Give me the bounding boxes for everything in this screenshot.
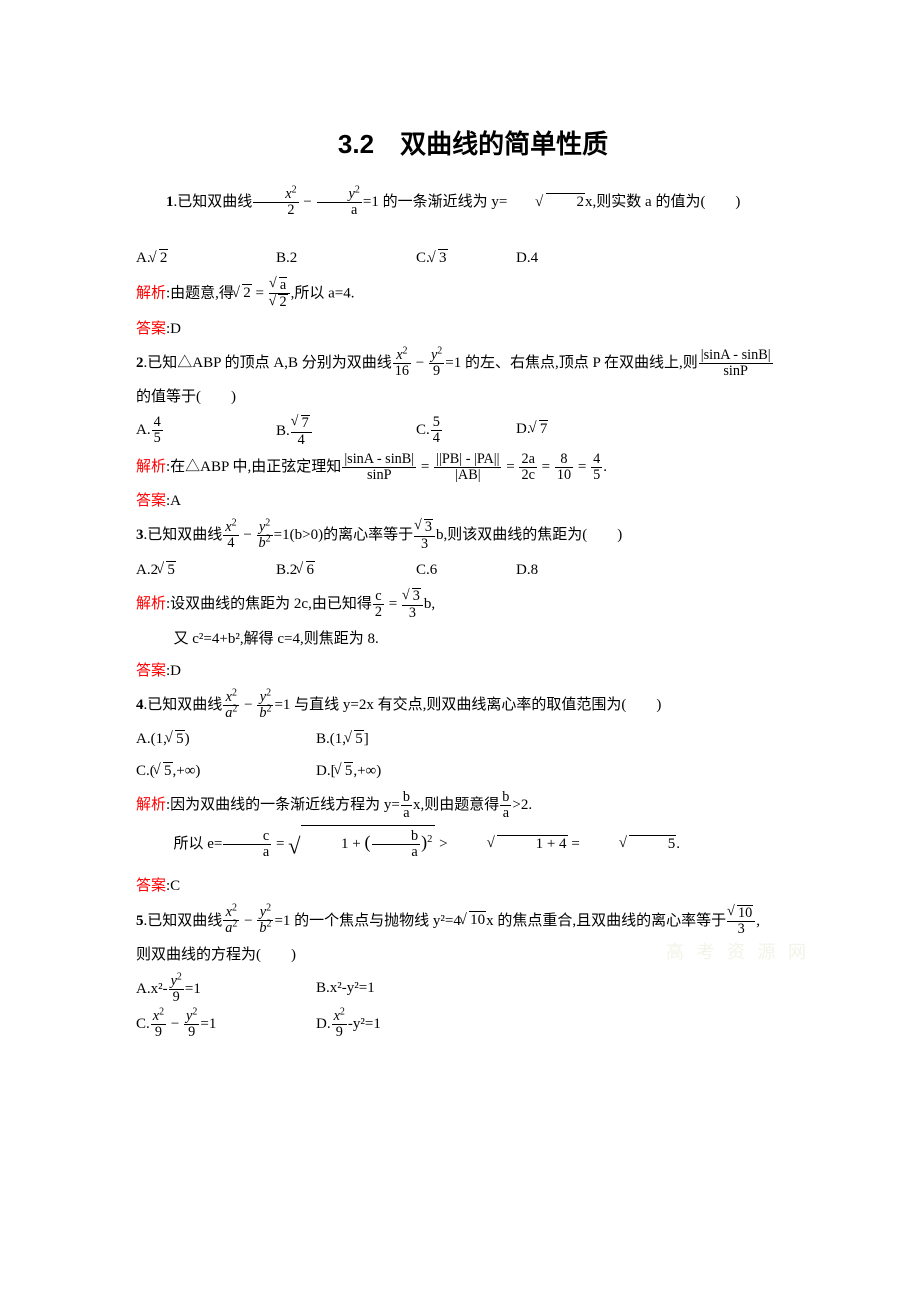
- q4-optB: B.(1,5]: [316, 725, 496, 754]
- q1-optD: D.4: [516, 244, 656, 273]
- q2-options: A.45 B.74 C.54 D.7: [136, 415, 810, 448]
- q5-optD: D.x29-y²=1: [316, 1009, 496, 1040]
- q3-stem: 3.已知双曲线x24 − y2b2=1(b>0)的离心率等于33b,则该双曲线的…: [136, 519, 810, 552]
- q1-optC: C.3: [416, 244, 516, 273]
- q5-optA: A.x²-y29=1: [136, 974, 316, 1005]
- q2-stem: 2.已知△ABP 的顶点 A,B 分别为双曲线x216 − y29=1 的左、右…: [136, 348, 810, 379]
- answer-label: 答案: [136, 321, 166, 337]
- q2-optA: A.45: [136, 415, 276, 448]
- q1-analysis: 解析:由题意,得2 = a2,所以 a=4.: [136, 277, 810, 311]
- q1-answer: 答案:D: [136, 315, 810, 344]
- q2-answer: 答案:A: [136, 487, 810, 516]
- q4-optC: C.(5,+∞): [136, 757, 316, 786]
- q3-analysis: 解析:设双曲线的焦距为 2c,由已知得c2 = 33b,: [136, 588, 810, 621]
- q3-optA: A.25: [136, 556, 276, 585]
- q2-optD: D.7: [516, 415, 656, 448]
- q4-optD: D.[5,+∞): [316, 757, 496, 786]
- q5-stem-2: 则双曲线的方程为( ): [136, 941, 810, 970]
- q2-stem-2: 的值等于( ): [136, 383, 810, 412]
- q2-optC: C.54: [416, 415, 516, 448]
- q5-options-row2: C.x29 − y29=1 D.x29-y²=1: [136, 1009, 810, 1040]
- q4-options-row1: A.(1,5) B.(1,5]: [136, 725, 810, 754]
- q3-answer: 答案:D: [136, 657, 810, 686]
- q5-stem: 5.已知双曲线x2a2 − y2b2=1 的一个焦点与抛物线 y²=410x 的…: [136, 905, 810, 938]
- q4-stem: 4.已知双曲线x2a2 − y2b2=1 与直线 y=2x 有交点,则双曲线离心…: [136, 690, 810, 721]
- q2-optB: B.74: [276, 415, 416, 448]
- q4-analysis-2: 所以 e=ca = √1 + (ba)2 > 1 + 4 = 5.: [136, 825, 810, 868]
- q3-analysis-2: 又 c²=4+b²,解得 c=4,则焦距为 8.: [136, 625, 810, 654]
- q3-options: A.25 B.26 C.6 D.8: [136, 556, 810, 585]
- q4-options-row2: C.(5,+∞) D.[5,+∞): [136, 757, 810, 786]
- q4-analysis: 解析:因为双曲线的一条渐近线方程为 y=bax,则由题意得ba>2.: [136, 790, 810, 821]
- q4-optA: A.(1,5): [136, 725, 316, 754]
- q5-optB: B.x²-y²=1: [316, 974, 496, 1005]
- document-page: 3.2 双曲线的简单性质 1.已知双曲线x22 − y2a=1 的一条渐近线为 …: [0, 0, 920, 1103]
- q3-optD: D.8: [516, 556, 656, 585]
- q1-options: A.2 B.2 C.3 D.4: [136, 244, 810, 273]
- q3-optC: C.6: [416, 556, 516, 585]
- section-title: 3.2 双曲线的简单性质: [136, 120, 810, 169]
- analysis-label: 解析: [136, 285, 166, 301]
- q4-answer: 答案:C: [136, 872, 810, 901]
- q1-optB: B.2: [276, 244, 416, 273]
- q1-optA: A.2: [136, 244, 276, 273]
- q1-number: 1: [166, 194, 174, 210]
- q5-optC: C.x29 − y29=1: [136, 1009, 316, 1040]
- q2-analysis: 解析:在△ABP 中,由正弦定理知|sinA - sinB|sinP = ||P…: [136, 452, 810, 483]
- fraction: x22: [253, 187, 298, 218]
- q3-optB: B.26: [276, 556, 416, 585]
- q1-stem: 1.已知双曲线x22 − y2a=1 的一条渐近线为 y=2x,则实数 a 的值…: [136, 187, 810, 218]
- q5-options-row1: A.x²-y29=1 B.x²-y²=1: [136, 974, 810, 1005]
